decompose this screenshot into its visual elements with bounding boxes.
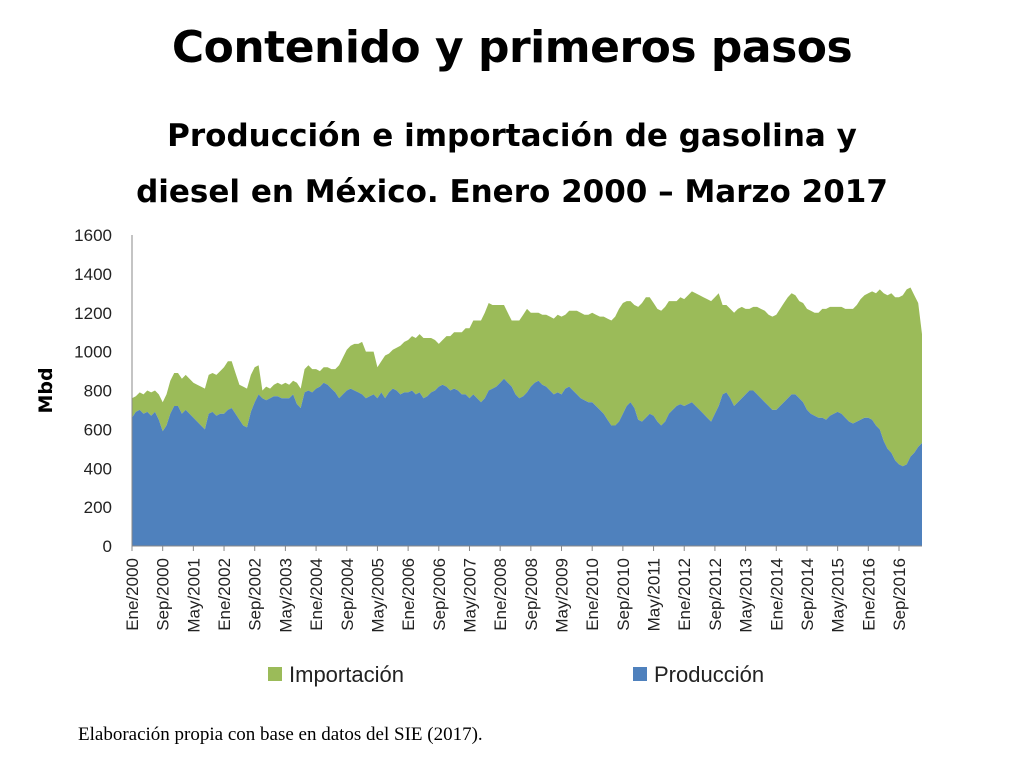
x-tick-label: Ene/2010 xyxy=(583,558,602,631)
legend-swatch xyxy=(268,667,282,681)
legend: Importación Producción xyxy=(268,662,764,687)
x-tick-label: Ene/2002 xyxy=(215,558,234,631)
x-tick-label: May/2005 xyxy=(368,558,387,633)
legend-label: Importación xyxy=(289,662,404,687)
chart-title-line-1: Producción e importación de gasolina y xyxy=(167,118,857,154)
x-tick-label: Sep/2008 xyxy=(522,558,541,631)
x-tick-label: Ene/2014 xyxy=(767,558,786,631)
x-tick-label: Ene/2008 xyxy=(491,558,510,631)
y-tick-label: 200 xyxy=(84,498,112,517)
x-tick-label: Sep/2016 xyxy=(890,558,909,631)
x-tick-label: May/2011 xyxy=(645,558,664,631)
x-tick-label: May/2003 xyxy=(276,558,295,633)
x-tick-label: Sep/2012 xyxy=(706,558,725,631)
slide-title: Contenido y primeros pasos xyxy=(171,22,853,73)
x-tick-label: Sep/2000 xyxy=(154,558,173,631)
x-tick-label: May/2007 xyxy=(460,558,479,633)
x-axis: Ene/2000 Sep/2000 May/2001 Ene/2002 Sep/2002… xyxy=(123,545,922,633)
x-tick-label: May/2009 xyxy=(553,558,572,633)
x-tick-label: Sep/2004 xyxy=(338,558,357,631)
source-note: Elaboración propia con base en datos del… xyxy=(78,724,483,745)
x-tick-label: Ene/2004 xyxy=(307,558,326,631)
chart-areas xyxy=(132,287,922,546)
x-tick-label: May/2001 xyxy=(184,558,203,633)
y-tick-label: 1600 xyxy=(74,226,112,245)
y-tick-label: 1400 xyxy=(74,265,112,284)
x-tick-label: Sep/2006 xyxy=(430,558,449,631)
x-tick-label: Ene/2006 xyxy=(399,558,418,631)
produccion-area xyxy=(132,378,922,546)
y-axis: 0 200 400 600 800 1000 1200 1400 1600 xyxy=(74,226,133,556)
chart-title: Producción e importación de gasolina y d… xyxy=(112,108,912,220)
x-tick-label: Ene/2000 xyxy=(123,558,142,631)
x-tick-label: Sep/2014 xyxy=(798,558,817,631)
y-tick-label: 600 xyxy=(84,420,112,439)
y-tick-label: 1200 xyxy=(74,304,112,323)
y-tick-label: 1000 xyxy=(74,343,112,362)
legend-label: Producción xyxy=(654,662,764,687)
y-tick-label: 0 xyxy=(103,537,112,556)
y-tick-label: 800 xyxy=(84,382,112,401)
x-tick-label: May/2013 xyxy=(737,558,756,633)
x-tick-label: May/2015 xyxy=(829,558,848,633)
x-tick-label: Sep/2002 xyxy=(246,558,265,631)
chart-title-line-2: diesel en México. Enero 2000 – Marzo 201… xyxy=(136,174,888,210)
y-tick-label: 400 xyxy=(84,459,112,478)
x-tick-label: Sep/2010 xyxy=(614,558,633,631)
x-tick-label: Ene/2012 xyxy=(675,558,694,631)
legend-swatch xyxy=(633,667,647,681)
x-tick-label: Ene/2016 xyxy=(859,558,878,631)
y-axis-label: Mbd xyxy=(35,367,57,413)
importacion-area xyxy=(132,287,922,467)
